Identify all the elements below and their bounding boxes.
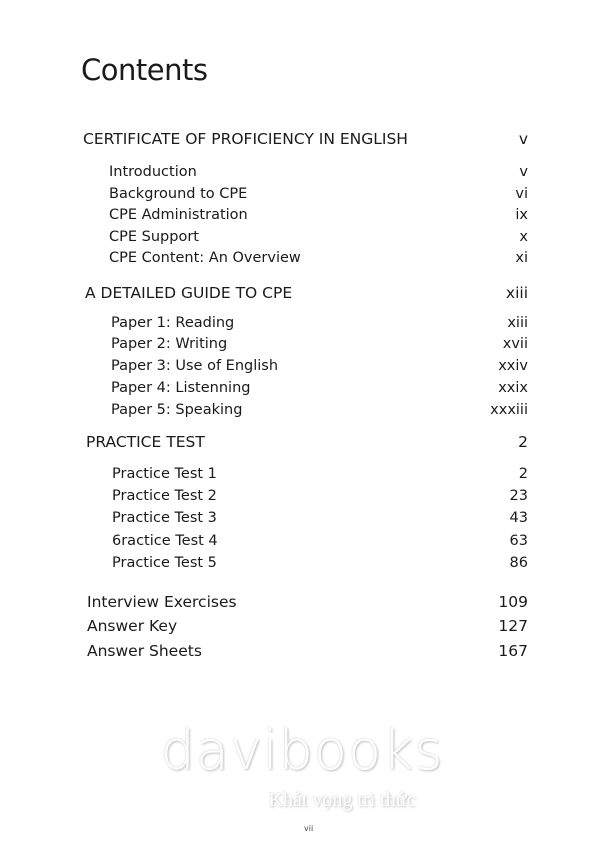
entry-page: xi bbox=[515, 250, 528, 266]
entry-label: Paper 1: Reading bbox=[111, 315, 235, 331]
entry-label: CERTIFICATE OF PROFICIENCY IN ENGLISH bbox=[83, 130, 408, 148]
toc-entry: Practice Test 2 23 bbox=[0, 488, 600, 516]
section-heading: PRACTICE TEST 2 bbox=[0, 433, 600, 462]
entry-label: Answer Key bbox=[87, 617, 178, 635]
entry-page: xxix bbox=[498, 380, 528, 396]
entry-label: Interview Exercises bbox=[87, 593, 237, 611]
entry-page: ix bbox=[515, 207, 528, 223]
entry-page: xxiv bbox=[498, 358, 528, 374]
entry-page: v bbox=[519, 164, 528, 180]
toc-entry: 6ractice Test 4 63 bbox=[0, 533, 600, 561]
entry-page: 2 bbox=[518, 433, 528, 451]
toc-entry: Practice Test 1 2 bbox=[0, 466, 600, 494]
entry-label: PRACTICE TEST bbox=[86, 433, 205, 451]
entry-label: Introduction bbox=[109, 164, 197, 180]
section-heading: CERTIFICATE OF PROFICIENCY IN ENGLISH v bbox=[0, 130, 600, 159]
entry-page: 167 bbox=[498, 642, 528, 660]
entry-label: Paper 2: Writing bbox=[111, 336, 228, 352]
entry-label: Practice Test 2 bbox=[112, 488, 217, 504]
toc-entry: Introduction v bbox=[0, 164, 600, 192]
toc-top-entry: Answer Key 127 bbox=[0, 617, 600, 646]
page-title: Contents bbox=[81, 53, 208, 87]
watermark-brand: davibooks bbox=[160, 719, 444, 782]
entry-label: Paper 5: Speaking bbox=[111, 402, 243, 418]
entry-label: Paper 3: Use of English bbox=[111, 358, 279, 374]
entry-page: 43 bbox=[509, 510, 528, 526]
toc-entry: Paper 3: Use of English xxiv bbox=[0, 358, 600, 386]
toc-entry: Paper 1: Reading xiii bbox=[0, 315, 600, 343]
entry-page: 63 bbox=[509, 533, 528, 549]
entry-label: Practice Test 5 bbox=[112, 555, 217, 571]
entry-page: 109 bbox=[498, 593, 528, 611]
entry-label: CPE Content: An Overview bbox=[109, 250, 301, 266]
toc-entry: Practice Test 5 86 bbox=[0, 555, 600, 583]
entry-label: Background to CPE bbox=[109, 186, 248, 202]
entry-label: CPE Administration bbox=[109, 207, 248, 223]
watermark-tagline: Khát vọng tri thức bbox=[268, 789, 416, 811]
section-heading: A DETAILED GUIDE TO CPE xiii bbox=[0, 284, 600, 313]
toc-entry: CPE Administration ix bbox=[0, 207, 600, 235]
entry-label: Answer Sheets bbox=[87, 642, 202, 660]
entry-page: xiii bbox=[507, 315, 528, 331]
entry-label: A DETAILED GUIDE TO CPE bbox=[85, 284, 293, 302]
page-number: vii bbox=[304, 824, 314, 833]
toc-top-entry: Interview Exercises 109 bbox=[0, 593, 600, 622]
entry-label: Practice Test 1 bbox=[112, 466, 217, 482]
entry-label: 6ractice Test 4 bbox=[112, 533, 218, 549]
entry-page: v bbox=[518, 130, 528, 148]
entry-label: CPE Support bbox=[109, 229, 199, 245]
toc-entry: Practice Test 3 43 bbox=[0, 510, 600, 538]
toc-entry: CPE Support x bbox=[0, 229, 600, 257]
entry-label: Practice Test 3 bbox=[112, 510, 217, 526]
toc-entry: CPE Content: An Overview xi bbox=[0, 250, 600, 278]
toc-entry: Paper 5: Speaking xxxiii bbox=[0, 402, 600, 430]
entry-page: vi bbox=[515, 186, 528, 202]
entry-page: xvii bbox=[502, 336, 528, 352]
toc-entry: Paper 2: Writing xvii bbox=[0, 336, 600, 364]
entry-label: Paper 4: Listenning bbox=[111, 380, 251, 396]
toc-entry: Background to CPE vi bbox=[0, 186, 600, 214]
entry-page: x bbox=[519, 229, 528, 245]
entry-page: 23 bbox=[509, 488, 528, 504]
entry-page: xiii bbox=[505, 284, 528, 302]
entry-page: 2 bbox=[518, 466, 528, 482]
toc-top-entry: Answer Sheets 167 bbox=[0, 642, 600, 671]
toc-entry: Paper 4: Listenning xxix bbox=[0, 380, 600, 408]
entry-page: 86 bbox=[509, 555, 528, 571]
entry-page: xxxiii bbox=[490, 402, 528, 418]
entry-page: 127 bbox=[498, 617, 528, 635]
